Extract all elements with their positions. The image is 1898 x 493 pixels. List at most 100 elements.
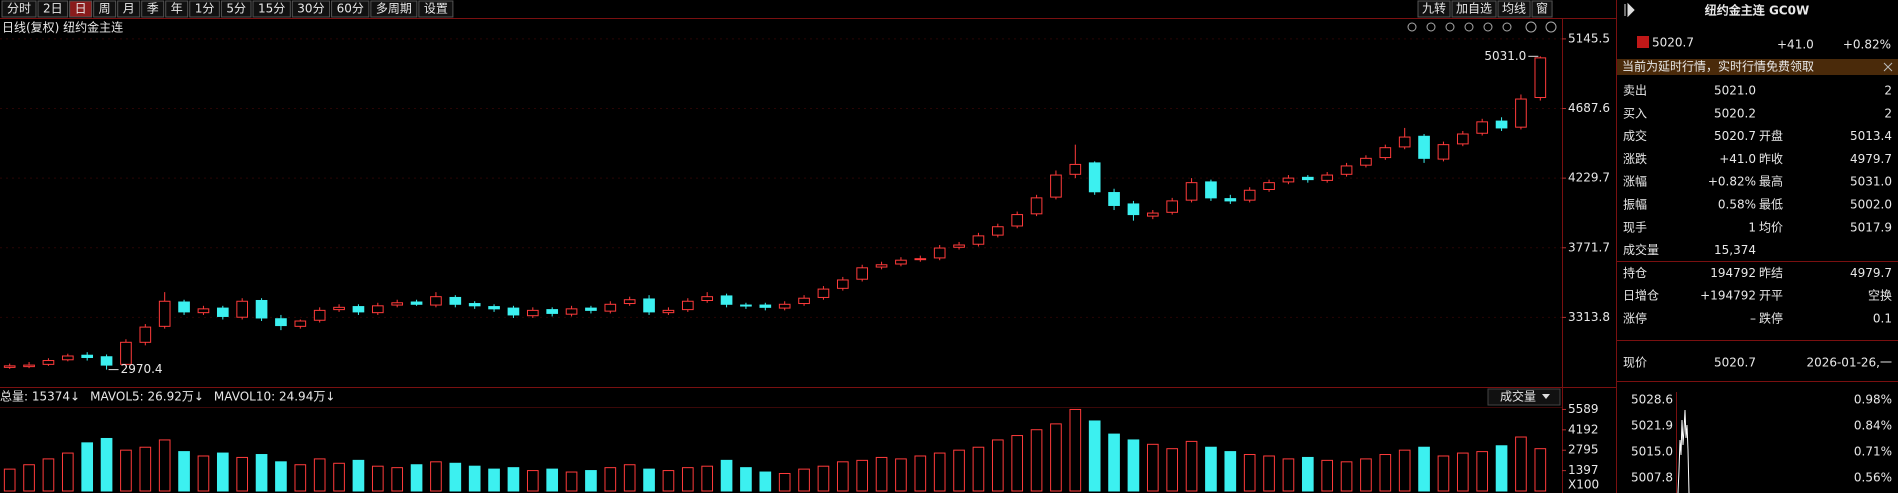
tool-label[interactable]: 均线 bbox=[1502, 2, 1526, 16]
volume-bar bbox=[1108, 433, 1120, 492]
period-label[interactable]: 设置 bbox=[424, 2, 448, 16]
volume-bar bbox=[1069, 408, 1082, 492]
candle-body bbox=[817, 288, 830, 298]
period-label[interactable]: 1分 bbox=[195, 2, 215, 16]
volume-bar bbox=[1534, 448, 1547, 492]
period-label[interactable]: 2日 bbox=[43, 2, 63, 16]
period-label[interactable]: 15分 bbox=[258, 2, 285, 16]
volume-bar bbox=[720, 459, 733, 492]
tool-icon[interactable] bbox=[1426, 22, 1436, 32]
period-button[interactable] bbox=[117, 0, 141, 18]
close-icon[interactable] bbox=[1883, 62, 1893, 72]
row-label: 日增仓 bbox=[1623, 289, 1659, 303]
row-value: 4979.7 bbox=[1850, 266, 1892, 280]
candle-body bbox=[352, 306, 365, 313]
period-label[interactable]: 日 bbox=[75, 2, 87, 16]
period-button[interactable] bbox=[1, 0, 37, 18]
period-label[interactable]: 年 bbox=[171, 2, 183, 16]
volume-bar bbox=[468, 465, 481, 492]
period-button[interactable] bbox=[141, 0, 165, 18]
row-value: 5020.7 bbox=[1714, 129, 1756, 143]
period-button[interactable] bbox=[93, 0, 117, 18]
candle-body bbox=[1456, 133, 1469, 145]
candle-body bbox=[1476, 121, 1489, 134]
period-label[interactable]: 周 bbox=[99, 2, 111, 16]
quote-title: 纽约金主连 GC0W bbox=[1705, 3, 1809, 18]
panel-icon[interactable] bbox=[1624, 2, 1635, 18]
volume-dropdown[interactable] bbox=[1487, 388, 1561, 406]
candle-body bbox=[100, 356, 113, 366]
candle-body bbox=[1534, 57, 1547, 99]
tool-icon[interactable] bbox=[1525, 21, 1537, 33]
period-label[interactable]: 5分 bbox=[226, 2, 246, 16]
volume-bar bbox=[178, 451, 190, 492]
period-button[interactable] bbox=[291, 0, 331, 18]
mini-pct-tick: 0.98% bbox=[1854, 393, 1892, 407]
period-button[interactable] bbox=[418, 0, 454, 18]
tool-label[interactable]: 窗 bbox=[1536, 2, 1548, 16]
candle-body bbox=[42, 360, 55, 365]
volume-bar bbox=[158, 439, 171, 492]
period-label[interactable]: 60分 bbox=[337, 2, 364, 16]
tool-button[interactable] bbox=[1451, 0, 1497, 18]
period-label[interactable]: 多周期 bbox=[376, 2, 412, 16]
row-label: 涨跌 bbox=[1623, 151, 1647, 166]
candle-body bbox=[1166, 200, 1179, 213]
tool-label[interactable]: 九转 bbox=[1422, 1, 1446, 16]
y-tick-label: 4192 bbox=[1568, 422, 1599, 436]
candle-body bbox=[856, 267, 869, 280]
period-button[interactable] bbox=[220, 0, 252, 18]
period-label[interactable]: 30分 bbox=[297, 2, 324, 16]
period-button[interactable] bbox=[370, 0, 418, 18]
tool-icon[interactable] bbox=[1445, 22, 1455, 32]
tool-icon[interactable] bbox=[1407, 22, 1417, 32]
volume-bar bbox=[352, 459, 365, 492]
period-label[interactable]: 季 bbox=[147, 2, 159, 16]
tool-button[interactable] bbox=[1497, 0, 1531, 18]
quote-change: +41.0 bbox=[1777, 38, 1814, 52]
tool-button[interactable] bbox=[1531, 0, 1553, 18]
period-button[interactable] bbox=[37, 0, 69, 18]
dropdown-arrow[interactable] bbox=[1542, 394, 1550, 399]
period-button[interactable] bbox=[165, 0, 189, 18]
tool-label[interactable]: 加自选 bbox=[1456, 2, 1492, 16]
period-button[interactable] bbox=[189, 0, 220, 18]
tool-icon[interactable] bbox=[1502, 22, 1512, 32]
tool-button[interactable] bbox=[1417, 0, 1451, 18]
period-button[interactable] bbox=[69, 0, 93, 18]
volume-bar bbox=[1301, 456, 1314, 492]
volume-bar bbox=[643, 468, 655, 492]
candle-body bbox=[991, 226, 1004, 236]
volume-bar bbox=[275, 461, 287, 492]
volume-bar bbox=[255, 454, 268, 492]
quote-price: 5020.7 bbox=[1652, 36, 1694, 50]
candle-body bbox=[449, 296, 462, 305]
mini-pct-tick: 0.56% bbox=[1854, 471, 1892, 485]
mini-price-line bbox=[1677, 409, 1690, 493]
candle-body bbox=[1030, 197, 1043, 215]
volume-bar bbox=[1495, 445, 1508, 492]
tool-icon[interactable] bbox=[1483, 22, 1493, 32]
candle-body bbox=[1515, 98, 1527, 128]
volume-bar bbox=[1282, 458, 1295, 492]
candle-body bbox=[430, 296, 442, 306]
notice-link[interactable]: 免费领取 bbox=[1766, 59, 1814, 74]
period-button[interactable] bbox=[252, 0, 291, 18]
volume-bar bbox=[1398, 449, 1411, 492]
volume-bar bbox=[216, 452, 229, 492]
candle-body bbox=[1146, 212, 1159, 217]
candle-body bbox=[1088, 162, 1101, 193]
candle-body bbox=[158, 300, 171, 327]
volume-bar bbox=[1050, 423, 1062, 492]
volume-dropdown-label[interactable]: 成交量 bbox=[1500, 389, 1536, 404]
period-label[interactable]: 分时 bbox=[7, 2, 31, 16]
candle-body bbox=[1243, 189, 1256, 201]
volume-bar bbox=[1185, 440, 1198, 492]
drawing-tools[interactable] bbox=[1407, 21, 1557, 33]
row-value: 0.58% bbox=[1718, 198, 1756, 212]
period-button[interactable] bbox=[331, 0, 370, 18]
tool-icon[interactable] bbox=[1464, 22, 1474, 32]
period-label[interactable]: 月 bbox=[123, 2, 135, 16]
volume-bar bbox=[430, 461, 442, 492]
tool-icon[interactable] bbox=[1545, 21, 1557, 33]
